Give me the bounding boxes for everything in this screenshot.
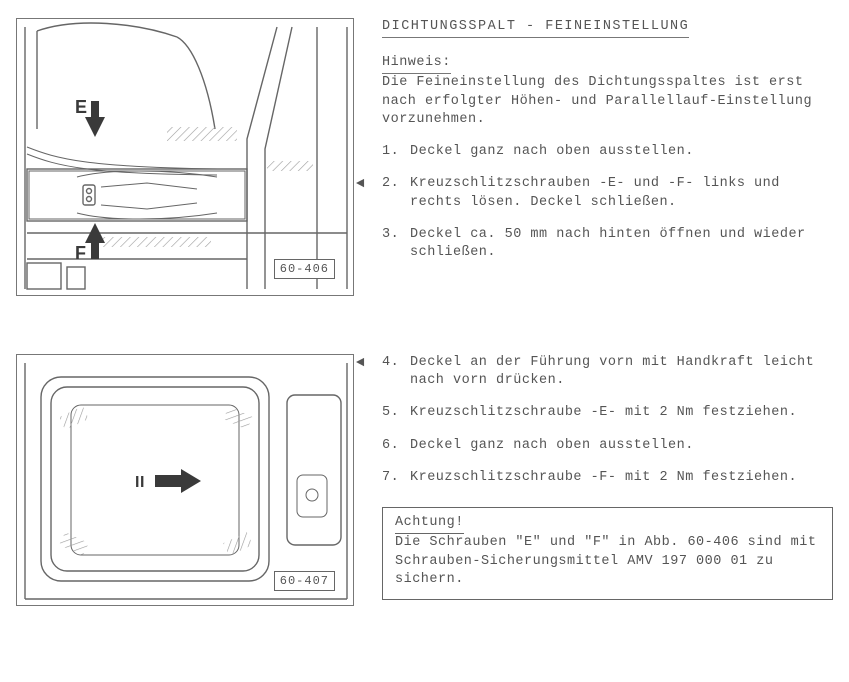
page-title: DICHTUNGSSPALT - FEINEINSTELLUNG — [382, 18, 689, 38]
pointer-arrow-icon: ◄ — [356, 354, 365, 373]
hint-heading: Hinweis: — [382, 54, 451, 74]
step-4-text: Deckel an der Führung vorn mit Handkraft… — [410, 355, 814, 388]
step-5-text: Kreuzschlitzschraube -E- mit 2 Nm festzi… — [410, 405, 797, 420]
section-bottom: II 60-407 ◄ 4. Deckel an der Führung vor… — [16, 354, 833, 606]
step-2-text: Kreuzschlitzschrauben -E- und -F- links … — [410, 176, 780, 209]
figure-id-60-406: 60-406 — [274, 259, 335, 279]
step-3-num: 3. — [382, 226, 399, 244]
step-1-num: 1. — [382, 143, 399, 161]
figure-60-407: II 60-407 — [16, 354, 354, 606]
step-2-num: 2. — [382, 175, 399, 193]
text-col-bottom: ◄ 4. Deckel an der Führung vorn mit Hand… — [382, 354, 833, 600]
figure-60-406: E F 60-406 — [16, 18, 354, 296]
step-4-num: 4. — [382, 354, 399, 372]
step-3: 3. Deckel ca. 50 mm nach hinten öffnen u… — [382, 226, 833, 262]
steps-list-2: ◄ 4. Deckel an der Führung vorn mit Hand… — [382, 354, 833, 487]
section-top: E F 60-406 DICHTUNGSSPALT - FEINEINSTELL… — [16, 18, 833, 296]
diagram-60-407: II — [17, 355, 355, 607]
step-3-text: Deckel ca. 50 mm nach hinten öffnen und … — [410, 227, 806, 260]
step-1: 1. Deckel ganz nach oben ausstellen. — [382, 143, 833, 161]
figure-id-60-407: 60-407 — [274, 571, 335, 591]
step-5: 5. Kreuzschlitzschraube -E- mit 2 Nm fes… — [382, 404, 833, 422]
step-1-text: Deckel ganz nach oben ausstellen. — [410, 144, 694, 159]
figure-col-top: E F 60-406 — [16, 18, 354, 296]
warning-body: Die Schrauben "E" und "F" in Abb. 60-406… — [395, 535, 816, 586]
hint-block: Hinweis: Die Feineinstellung des Dichtun… — [382, 54, 833, 129]
step-6-num: 6. — [382, 437, 399, 455]
label-II: II — [135, 474, 145, 491]
label-E: E — [75, 97, 88, 117]
diagram-60-406: E F — [17, 19, 355, 297]
step-7: 7. Kreuzschlitzschraube -F- mit 2 Nm fes… — [382, 469, 833, 487]
text-col-top: DICHTUNGSSPALT - FEINEINSTELLUNG Hinweis… — [382, 18, 833, 276]
steps-list-1: 1. Deckel ganz nach oben ausstellen. ◄ 2… — [382, 143, 833, 262]
step-2: ◄ 2. Kreuzschlitzschrauben -E- und -F- l… — [382, 175, 833, 211]
warning-heading: Achtung! — [395, 514, 464, 534]
step-5-num: 5. — [382, 404, 399, 422]
step-7-text: Kreuzschlitzschraube -F- mit 2 Nm festzi… — [410, 470, 797, 485]
step-6: 6. Deckel ganz nach oben ausstellen. — [382, 437, 833, 455]
warning-box: Achtung! Die Schrauben "E" und "F" in Ab… — [382, 507, 833, 600]
step-6-text: Deckel ganz nach oben ausstellen. — [410, 438, 694, 453]
figure-col-bottom: II 60-407 — [16, 354, 354, 606]
step-4: ◄ 4. Deckel an der Führung vorn mit Hand… — [382, 354, 833, 390]
label-F: F — [75, 243, 87, 263]
pointer-arrow-icon: ◄ — [356, 175, 365, 194]
hint-body: Die Feineinstellung des Dichtungsspaltes… — [382, 75, 812, 126]
step-7-num: 7. — [382, 469, 399, 487]
